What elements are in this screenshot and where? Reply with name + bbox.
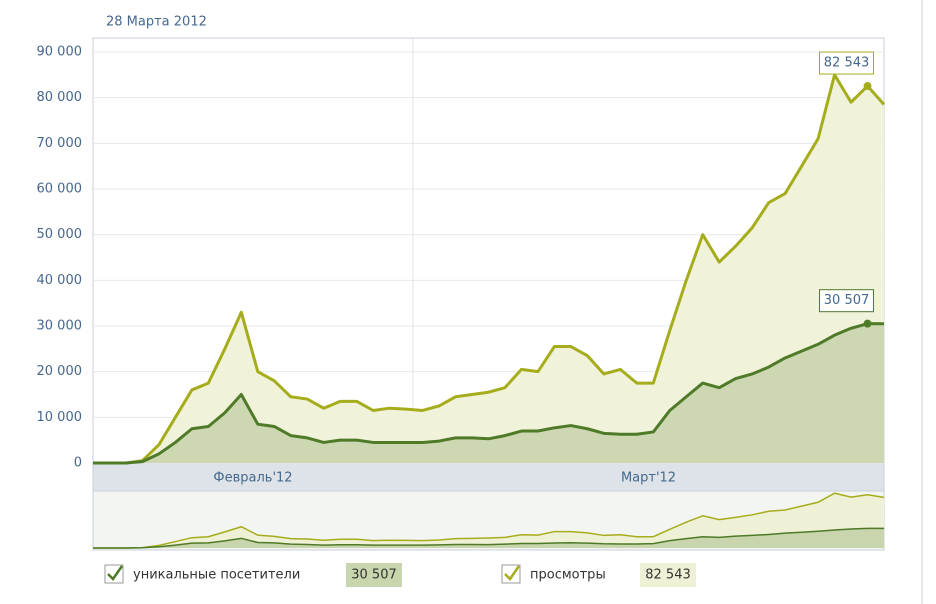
- checkmark: [107, 565, 124, 581]
- checkmark: [504, 565, 521, 581]
- y-tick-label: 40 000: [37, 273, 83, 288]
- line: [93, 322, 885, 465]
- area: [93, 74, 884, 463]
- y-tick-label: 30 000: [37, 319, 83, 334]
- y-tick-label: 60 000: [37, 182, 83, 197]
- legend-label[interactable]: просмотры: [530, 568, 606, 583]
- y-tick-label: 80 000: [37, 90, 83, 105]
- line: [93, 73, 886, 465]
- month-band: [92, 462, 885, 492]
- point: [863, 82, 872, 91]
- legend-value: 82 543: [645, 568, 691, 583]
- navigator-line: [93, 527, 885, 549]
- value-label-box: [819, 51, 875, 75]
- value-label: 30 507: [824, 293, 870, 308]
- value-label-box: [819, 289, 875, 313]
- y-tick-label: 50 000: [37, 227, 83, 242]
- month-label: Март'12: [621, 471, 676, 486]
- navigator-area: [93, 528, 884, 548]
- month-label: Февраль'12: [213, 471, 292, 486]
- area: [93, 323, 884, 463]
- y-tick-label: 20 000: [37, 364, 83, 379]
- legend-value-box: [346, 563, 402, 587]
- chart-date: 28 Марта 2012: [106, 15, 207, 30]
- y-tick-label: 70 000: [37, 136, 83, 151]
- legend-label[interactable]: уникальные посетители: [133, 568, 300, 583]
- y-tick-label: 90 000: [37, 45, 83, 60]
- value-label: 82 543: [824, 56, 870, 71]
- y-tick-label: 10 000: [37, 410, 83, 425]
- navigator-area: [93, 493, 884, 548]
- y-tick-label: 0: [74, 456, 82, 471]
- navigator-line: [93, 492, 885, 549]
- point: [863, 319, 872, 328]
- legend-value: 30 507: [351, 568, 397, 583]
- legend-value-box: [640, 563, 696, 587]
